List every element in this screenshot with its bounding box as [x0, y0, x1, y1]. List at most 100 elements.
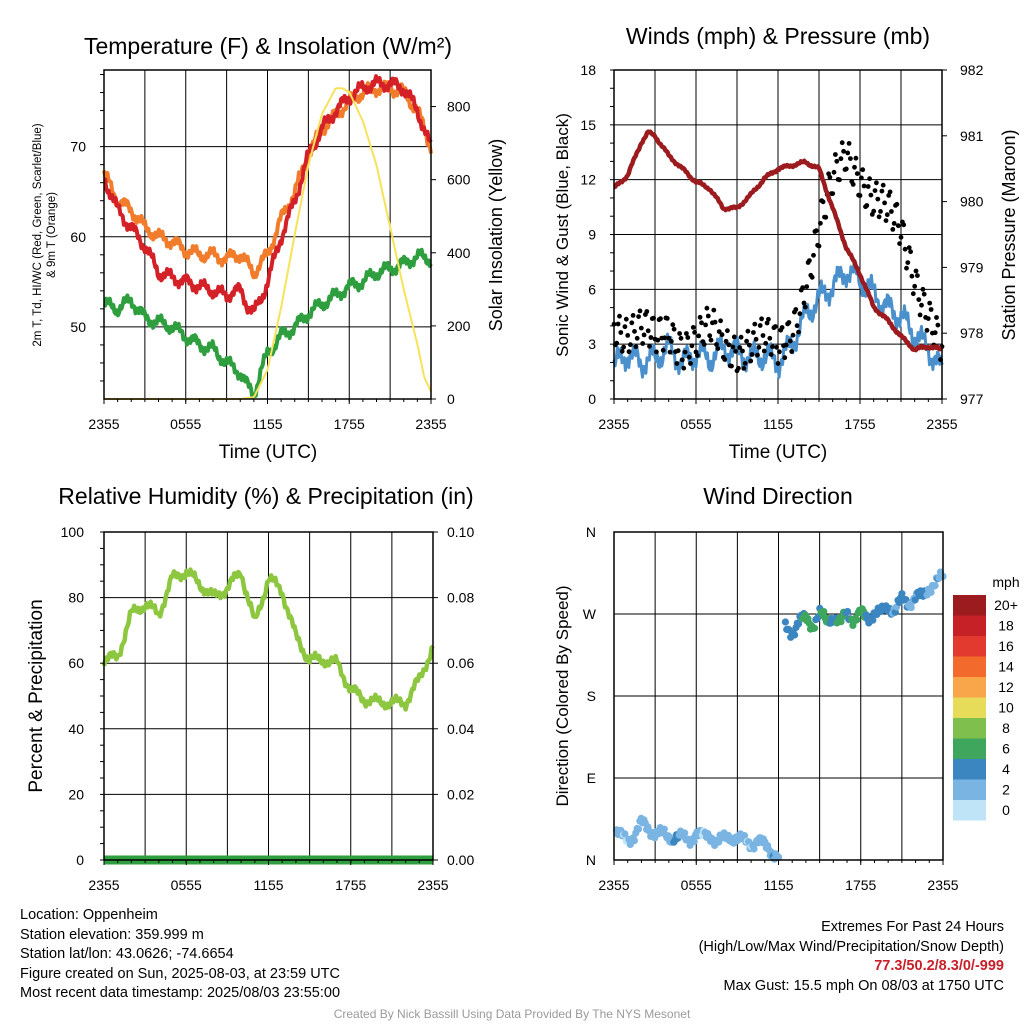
- x-tick-label: 1755: [844, 416, 875, 432]
- y2-tick-label: 981: [960, 128, 984, 144]
- recent-timestamp: Most recent data timestamp: 2025/08/03 2…: [20, 985, 341, 1001]
- y2-tick-label: 980: [960, 194, 984, 210]
- gust-point: [789, 349, 795, 354]
- direction-point: [681, 829, 689, 837]
- y2-tick-label: 0: [447, 391, 455, 407]
- gust-point: [854, 171, 860, 177]
- gust-point: [681, 365, 687, 371]
- gust-point: [726, 342, 732, 348]
- winds-ticks: 2355 0555 1155 1755 235503691215189779789799…: [580, 62, 983, 432]
- gust-point: [690, 325, 696, 330]
- gust-point: [846, 141, 852, 146]
- x-tick-label: 2355: [88, 416, 119, 432]
- winds-ylabel-right: Station Pressure (Maroon): [999, 129, 1019, 340]
- y2-tick-label: 0.00: [447, 852, 474, 868]
- colorbar-swatch: [953, 718, 986, 739]
- gust-point: [757, 323, 763, 328]
- gust-point: [730, 344, 736, 350]
- gust-point: [782, 355, 788, 361]
- x-tick-label: 2355: [415, 416, 446, 432]
- temperature-ticks: 2355 0555 1155 1755 2355 50 60 70 0 200 400 600 800: [70, 74, 471, 432]
- gust-point: [651, 315, 656, 321]
- direction-point: [869, 616, 877, 624]
- gust-point: [905, 260, 911, 265]
- gust-point: [634, 335, 640, 341]
- humidity-line: [101, 567, 435, 712]
- gust-point: [625, 333, 631, 338]
- station-latlon: Station lat/lon: 43.0626; -74.6654: [20, 946, 234, 962]
- gust-point: [786, 320, 792, 325]
- gust-point: [794, 323, 800, 329]
- colorbar-label: 8: [1002, 720, 1010, 736]
- colorbar-swatch: [953, 738, 986, 759]
- gust-point: [841, 148, 846, 154]
- gust-point: [874, 180, 879, 186]
- gust-point: [654, 349, 659, 355]
- gust-point: [715, 346, 721, 351]
- gust-point: [723, 338, 729, 344]
- gust-point: [756, 344, 762, 350]
- gust-point: [682, 349, 688, 355]
- y-tick-label: E: [587, 770, 596, 786]
- gust-point: [867, 176, 872, 182]
- y-tick-label: 40: [68, 721, 84, 737]
- direction-plot: [613, 568, 947, 863]
- gust-point: [640, 341, 646, 346]
- y-tick-label: N: [586, 524, 596, 540]
- gust-point: [882, 200, 887, 206]
- direction-point: [660, 825, 668, 833]
- gust-point: [751, 330, 756, 335]
- pressure-line: [612, 129, 944, 353]
- gust-point: [669, 339, 674, 344]
- gust-point: [921, 291, 927, 297]
- direction-point: [853, 616, 861, 624]
- colorbar-label: 0: [1002, 802, 1010, 818]
- colorbar-swatch: [953, 656, 986, 677]
- x-tick-label: 2355: [417, 877, 448, 893]
- extremes-values: 77.3/50.2/8.3/0/-999: [874, 958, 1004, 974]
- gust-point: [718, 318, 723, 324]
- gust-point: [919, 302, 924, 308]
- gust-point: [917, 312, 923, 318]
- gust-point: [648, 335, 654, 340]
- gust-point: [801, 300, 807, 306]
- station-elevation: Station elevation: 359.999 m: [20, 926, 204, 943]
- gust-point: [705, 313, 711, 319]
- colorbar-swatch: [953, 595, 986, 616]
- gust-point: [746, 342, 752, 348]
- gust-point: [908, 249, 913, 255]
- gust-point: [745, 328, 751, 334]
- gust-point: [633, 344, 639, 350]
- y2-tick-label: 979: [960, 259, 984, 275]
- gust-point: [768, 352, 774, 357]
- direction-point: [621, 830, 629, 838]
- gust-point: [827, 174, 833, 180]
- gust-point: [807, 258, 812, 263]
- gust-point: [779, 325, 785, 330]
- station-info: Location: Oppenheim Station elevation: 3…: [20, 906, 340, 1004]
- gust-point: [875, 196, 881, 202]
- colorbar-swatch: [953, 759, 986, 780]
- gust-point: [644, 309, 650, 314]
- x-tick-label: 1755: [845, 877, 876, 893]
- gust-point: [696, 333, 702, 339]
- gust-point: [804, 284, 810, 289]
- gust-point: [684, 331, 689, 336]
- gust-point: [731, 334, 737, 340]
- gust-point: [813, 228, 819, 234]
- colorbar-label: 18: [998, 618, 1014, 634]
- gust-point: [852, 164, 857, 170]
- y-tick-label: 0: [76, 852, 84, 868]
- gust-point: [637, 308, 643, 314]
- gust-point: [912, 283, 918, 289]
- gust-point: [638, 325, 644, 331]
- y2-tick-label: 977: [960, 391, 984, 407]
- gust-point: [630, 313, 636, 318]
- x-tick-label: 1155: [253, 877, 283, 893]
- gust-point: [666, 335, 672, 341]
- gust-point: [688, 361, 693, 366]
- gust-point: [897, 241, 902, 247]
- gust-point: [876, 214, 882, 220]
- y2-tick-label: 800: [447, 99, 471, 115]
- colorbar-label: 16: [998, 638, 1014, 654]
